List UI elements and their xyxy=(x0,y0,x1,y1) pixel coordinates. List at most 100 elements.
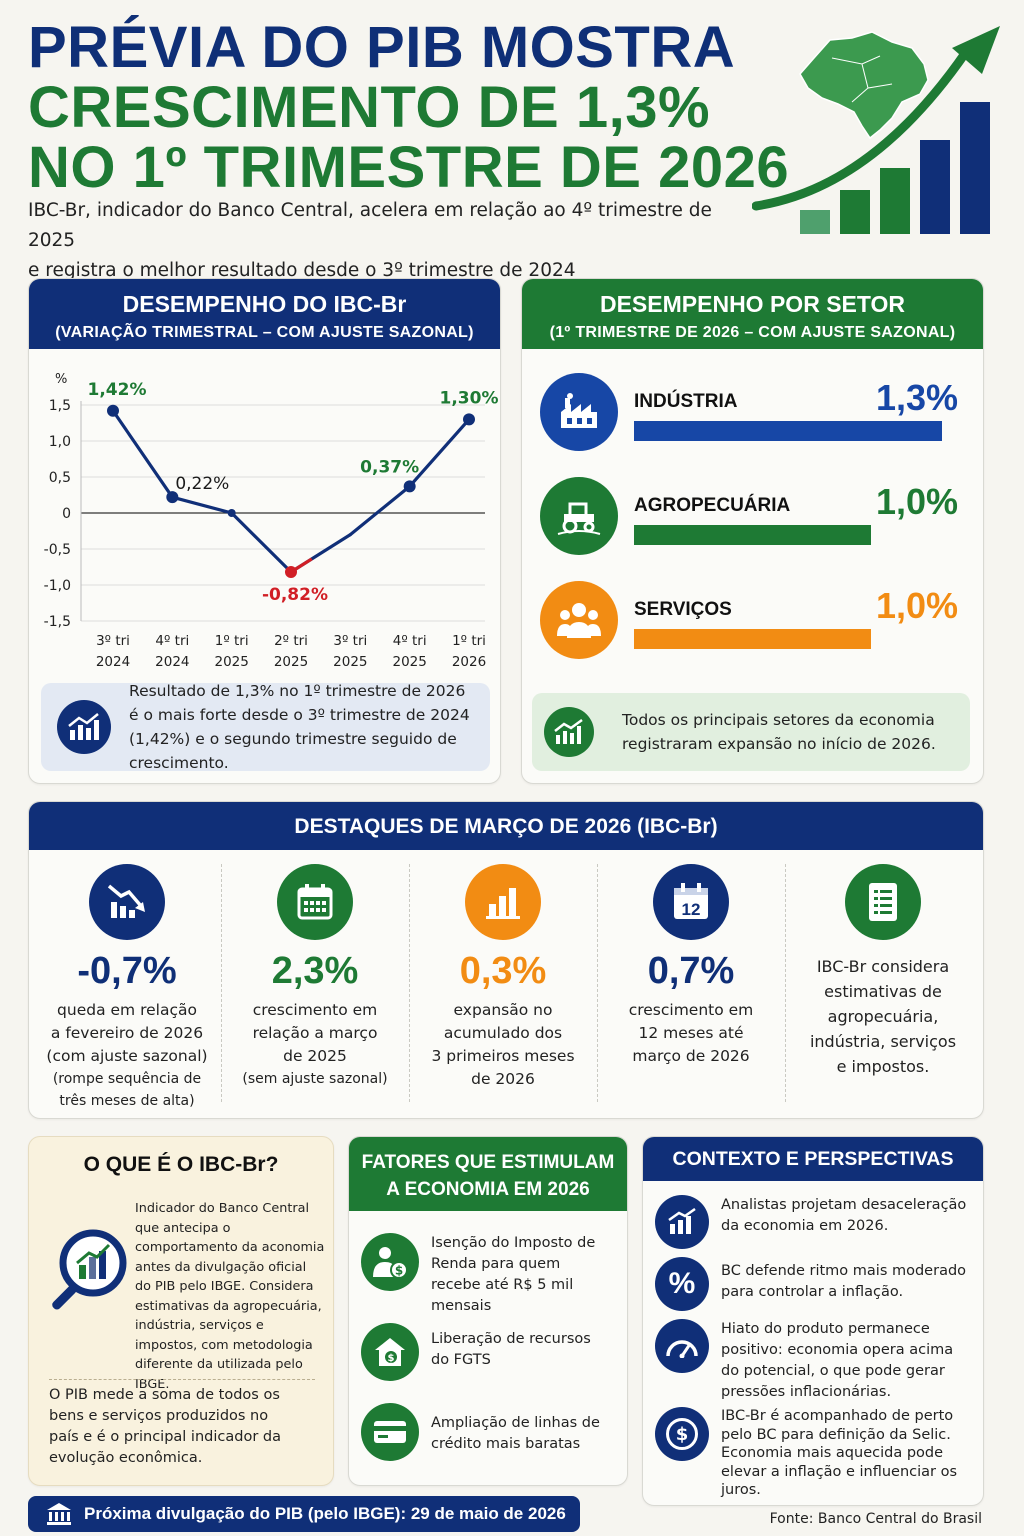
highlight-item: 12 0,7% crescimento em 12 meses até març… xyxy=(597,864,785,1068)
x-tick-label: 2026 xyxy=(452,654,486,669)
sector-note-text: Todos os principais setores da economia … xyxy=(622,711,936,753)
highlight-item: IBC-Br considera estimativas de agropecu… xyxy=(789,864,977,1079)
x-tick-label: 2024 xyxy=(155,654,189,669)
hero-bar-1 xyxy=(800,210,830,234)
data-label: 1,30% xyxy=(440,388,499,408)
ibc-note-box: Resultado de 1,3% no 1º trimestre de 202… xyxy=(41,682,490,772)
dollar-coin-icon: $ xyxy=(655,1407,709,1461)
x-tick-label: 2025 xyxy=(392,654,426,669)
ibc-line-chart: % 1,5 1,0 0,5 0 -0,5 -1,0 -1,5 3º tri 2024 4º tri 2… xyxy=(44,372,499,669)
next-release-bar: Próxima divulgação do PIB (pelo IBGE): 2… xyxy=(28,1496,580,1532)
line-segment xyxy=(111,409,174,499)
what-is-text-1: Indicador do Banco Central que antecipa … xyxy=(135,1201,325,1392)
page-title: PRÉVIA DO PIB MOSTRA CRESCIMENTO DE 1,3%… xyxy=(28,18,790,200)
x-tick-label: 1º tri xyxy=(215,633,249,649)
context-item: Analistas projetam desaceleração da econ… xyxy=(655,1195,971,1249)
next-release-text: Próxima divulgação do PIB (pelo IBGE): 2… xyxy=(84,1504,566,1523)
people-icon xyxy=(540,581,618,659)
highlight-note: (rompe sequência de três meses de alta) xyxy=(52,1071,202,1109)
divider xyxy=(221,864,222,1102)
factors-title-line-2: A ECONOMIA EM 2026 xyxy=(386,1179,590,1200)
x-tick-label: 4º tri xyxy=(393,633,427,649)
gauge-icon xyxy=(655,1319,709,1373)
data-point xyxy=(463,413,475,426)
what-is-title: O QUE É O IBC-Br? xyxy=(83,1153,279,1176)
context-panel: CONTEXTO E PERSPECTIVAS Analistas projet… xyxy=(642,1136,984,1506)
factor-text: Ampliação de linhas de crédito mais bara… xyxy=(431,1415,600,1452)
sector-note-box: Todos os principais setores da economia … xyxy=(532,693,970,771)
ibc-chart-panel: DESEMPENHO DO IBC-Br (VARIAÇÃO TRIMESTRA… xyxy=(28,278,501,784)
highlight-desc: crescimento em 12 meses até março de 202… xyxy=(628,1001,754,1065)
highlight-value: -0,7% xyxy=(77,950,177,992)
what-is-panel: O QUE É O IBC-Br? Indicador do Banco Cen… xyxy=(28,1136,334,1486)
context-item: $ IBC-Br é acompanhado de perto pelo BC … xyxy=(655,1407,971,1500)
y-tick-label: 0 xyxy=(62,506,71,522)
y-axis-unit: % xyxy=(55,372,67,387)
y-tick-label: 1,0 xyxy=(49,434,71,450)
svg-text:$: $ xyxy=(388,1353,395,1364)
y-tick-label: -0,5 xyxy=(44,542,71,558)
highlight-value: 2,3% xyxy=(271,950,359,992)
sector-value: 1,3% xyxy=(875,377,958,418)
data-point xyxy=(166,491,179,504)
line-segment xyxy=(408,417,471,488)
data-point xyxy=(403,480,416,493)
calendar-12-icon: 12 xyxy=(653,864,729,940)
divider xyxy=(785,864,786,1102)
x-tick-label: 2º tri xyxy=(274,633,308,649)
svg-text:12: 12 xyxy=(682,900,701,919)
x-tick-label: 3º tri xyxy=(333,633,367,649)
divider xyxy=(597,864,598,1102)
calendar-icon xyxy=(277,864,353,940)
person-money-icon: $ xyxy=(361,1233,419,1291)
data-label: 0,22% xyxy=(175,474,229,494)
svg-text:$: $ xyxy=(395,1264,403,1278)
context-title: CONTEXTO E PERSPECTIVAS xyxy=(643,1137,983,1181)
factor-item: $ Liberação de recursos do FGTS xyxy=(361,1323,611,1381)
source-text: Fonte: Banco Central do Brasil xyxy=(769,1511,982,1527)
data-point xyxy=(285,566,297,579)
subtitle-line-1: IBC-Br, indicador do Banco Central, acel… xyxy=(28,200,712,251)
context-text: Analistas projetam desaceleração da econ… xyxy=(721,1197,967,1234)
context-item: Hiato do produto permanece positivo: eco… xyxy=(655,1319,971,1403)
sector-subtitle: (1º TRIMESTRE DE 2026 – COM AJUSTE SAZON… xyxy=(549,324,956,341)
factors-panel: FATORES QUE ESTIMULAM A ECONOMIA EM 2026… xyxy=(348,1136,628,1486)
context-item: % BC defende ritmo mais moderado para co… xyxy=(655,1257,971,1311)
x-tick-label: 2024 xyxy=(96,654,130,669)
factor-item: $ Isenção do Imposto de Renda para quem … xyxy=(361,1233,611,1317)
factor-item: Ampliação de linhas de crédito mais bara… xyxy=(361,1403,611,1461)
sector-panel: DESEMPENHO POR SETOR (1º TRIMESTRE DE 20… xyxy=(521,278,984,784)
tractor-icon xyxy=(540,477,618,555)
data-label: -0,82% xyxy=(262,585,328,605)
highlights-panel: DESTAQUES DE MARÇO DE 2026 (IBC-Br) -0,7… xyxy=(28,801,984,1119)
sector-value: 1,0% xyxy=(875,481,958,522)
x-tick-label: 2025 xyxy=(274,654,308,669)
bar-chart-icon xyxy=(465,864,541,940)
title-line-3: NO 1º TRIMESTRE DE 2026 xyxy=(28,135,790,200)
data-point xyxy=(107,404,119,417)
sector-name: INDÚSTRIA xyxy=(634,391,738,412)
hero-bar-5 xyxy=(960,102,990,234)
sector-bar-industria xyxy=(634,421,942,441)
y-tick-label: 1,5 xyxy=(49,398,71,414)
growth-chart-icon xyxy=(57,700,111,754)
ibc-note-text: Resultado de 1,3% no 1º trimestre de 202… xyxy=(129,682,470,772)
line-segment xyxy=(348,484,412,537)
percent-icon: % xyxy=(655,1257,709,1311)
highlight-item: -0,7% queda em relação a fevereiro de 20… xyxy=(33,864,221,1112)
y-tick-label: 0,5 xyxy=(49,470,71,486)
sector-value: 1,0% xyxy=(875,585,958,626)
bank-building-icon xyxy=(47,1503,71,1525)
factory-icon xyxy=(540,373,618,451)
highlight-desc: queda em relação a fevereiro de 2026 (co… xyxy=(46,1001,208,1065)
hero-bar-4 xyxy=(920,140,950,234)
factor-text: Liberação de recursos do FGTS xyxy=(431,1331,591,1368)
dotted-divider xyxy=(49,1379,315,1380)
ibc-chart-header: DESEMPENHO DO IBC-Br (VARIAÇÃO TRIMESTRA… xyxy=(29,279,500,349)
highlight-value: 0,3% xyxy=(459,950,547,992)
highlight-note: (sem ajuste sazonal) xyxy=(242,1071,388,1087)
credit-card-icon xyxy=(361,1403,419,1461)
x-tick-label: 2025 xyxy=(333,654,367,669)
sector-agropecuaria: AGROPECUÁRIA 1,0% xyxy=(540,477,970,557)
page-subtitle: IBC-Br, indicador do Banco Central, acel… xyxy=(28,196,758,286)
